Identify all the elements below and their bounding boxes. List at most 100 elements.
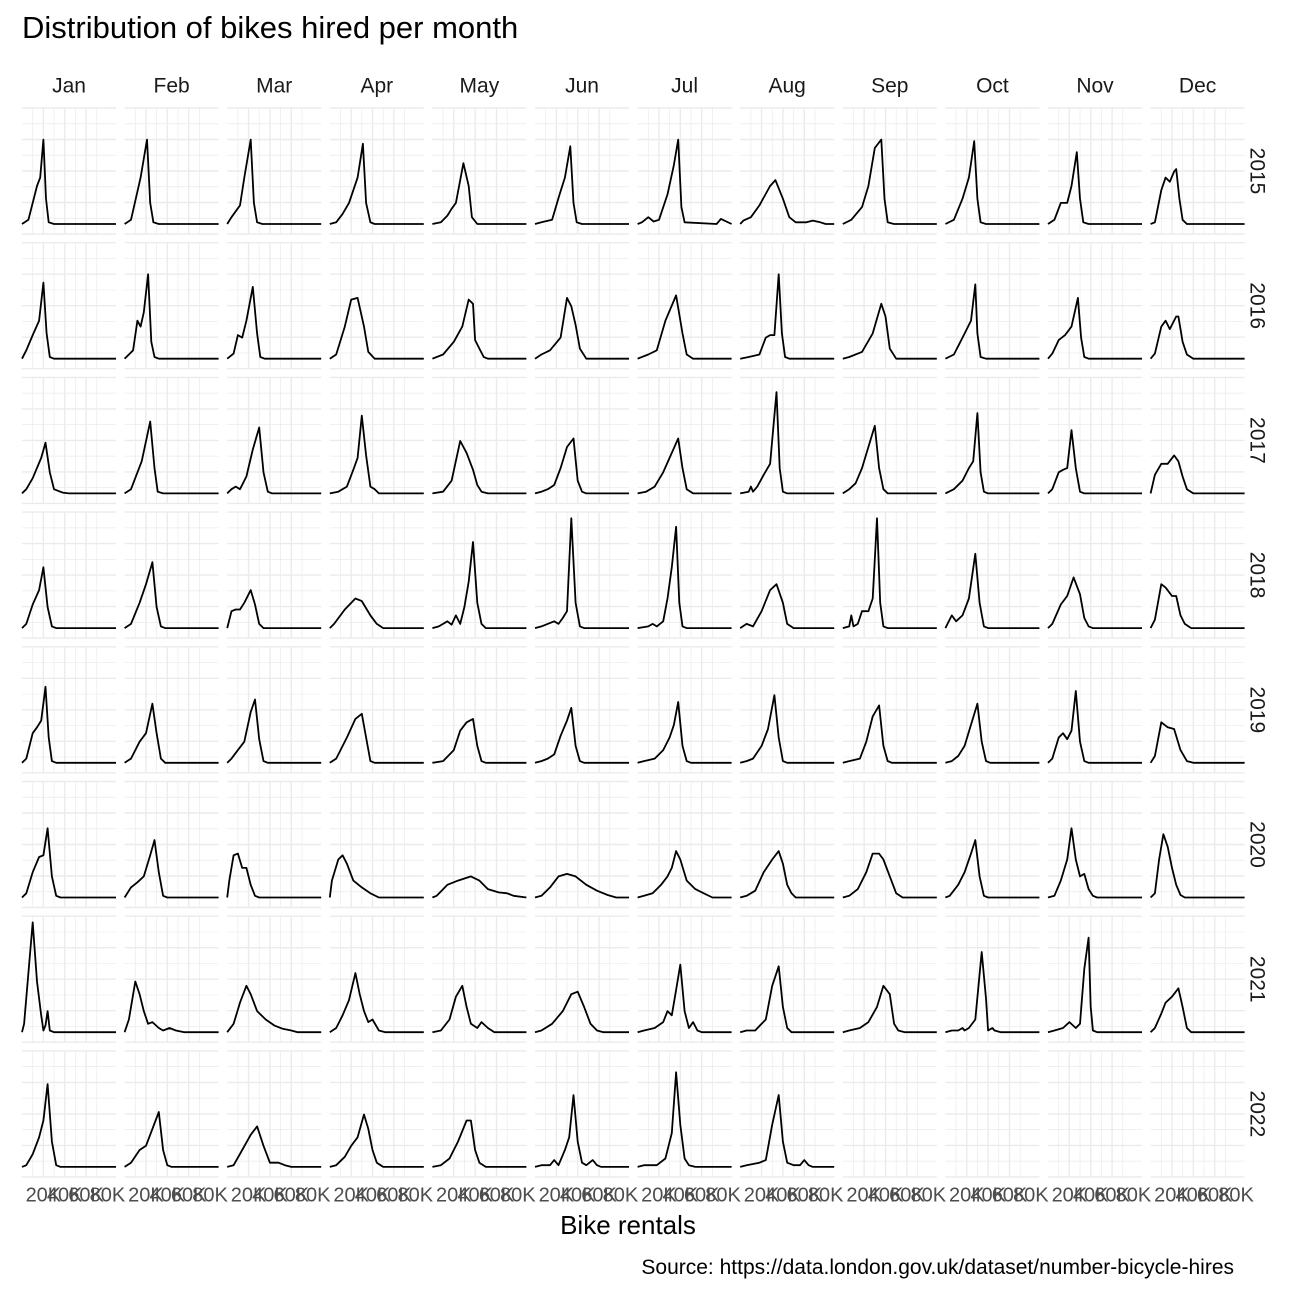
density-line-nov-2016 bbox=[1047, 297, 1142, 360]
density-line-dec-2020 bbox=[1149, 833, 1245, 899]
facet-label-2021: 2021 bbox=[1245, 956, 1268, 1003]
x-tick-label: 40K bbox=[1073, 1184, 1109, 1206]
density-line-sep-2015 bbox=[842, 138, 937, 225]
x-tick-label: 40K bbox=[252, 1184, 288, 1206]
density-line-jan-2015 bbox=[21, 138, 116, 225]
panel-sep-2016 bbox=[842, 241, 937, 370]
panel-sep-2018 bbox=[842, 511, 937, 639]
panel-mar-2018 bbox=[226, 511, 322, 639]
panel-jan-2018 bbox=[21, 511, 116, 639]
panel-may-2022 bbox=[432, 1050, 527, 1178]
panel-sep-2020 bbox=[842, 780, 937, 909]
panel-nov-2016 bbox=[1047, 241, 1142, 370]
density-line-sep-2021 bbox=[842, 984, 937, 1034]
density-line-feb-2022 bbox=[124, 1111, 219, 1168]
x-tick-label: 80K bbox=[808, 1184, 844, 1206]
panel-apr-2021 bbox=[329, 915, 424, 1043]
density-line-apr-2022 bbox=[329, 1113, 424, 1168]
density-line-aug-2018 bbox=[739, 583, 835, 629]
panel-oct-2018 bbox=[944, 511, 1040, 639]
panel-jul-2021 bbox=[637, 915, 732, 1043]
panel-oct-2020 bbox=[945, 780, 1040, 909]
x-tick-label: 20K bbox=[231, 1184, 267, 1206]
x-tick-label: 20K bbox=[744, 1184, 780, 1206]
facet-label-2020: 2020 bbox=[1245, 821, 1268, 868]
panel-may-2017 bbox=[432, 376, 527, 505]
x-tick-label: 80K bbox=[397, 1184, 433, 1206]
panel-may-2015 bbox=[432, 107, 527, 235]
density-line-nov-2018 bbox=[1047, 576, 1142, 629]
density-line-feb-2020 bbox=[123, 839, 219, 899]
panel-dec-2019 bbox=[1149, 646, 1245, 774]
panel-dec-2020 bbox=[1149, 780, 1245, 909]
density-line-jan-2018 bbox=[21, 566, 116, 629]
panel-jul-2017 bbox=[637, 376, 732, 505]
facet-label-2018: 2018 bbox=[1245, 552, 1268, 599]
density-line-sep-2019 bbox=[842, 704, 937, 764]
x-tick-label: 80K bbox=[1116, 1184, 1152, 1206]
density-line-feb-2021 bbox=[123, 980, 219, 1034]
facet-label-jul: Jul bbox=[671, 75, 698, 98]
panel-jun-2017 bbox=[534, 376, 629, 505]
density-line-sep-2020 bbox=[842, 852, 937, 899]
density-line-oct-2015 bbox=[945, 140, 1040, 225]
panel-mar-2020 bbox=[226, 780, 322, 909]
x-tick-label: 80K bbox=[705, 1184, 741, 1206]
density-line-sep-2018 bbox=[842, 517, 937, 629]
panel-apr-2017 bbox=[329, 376, 424, 505]
density-line-dec-2018 bbox=[1149, 583, 1245, 629]
panel-aug-2018 bbox=[739, 511, 835, 639]
density-line-nov-2021 bbox=[1047, 936, 1142, 1034]
facet-label-2019: 2019 bbox=[1245, 686, 1268, 733]
panel-oct-2016 bbox=[945, 241, 1040, 370]
density-line-apr-2019 bbox=[329, 712, 424, 764]
density-line-may-2015 bbox=[432, 162, 527, 225]
panel-aug-2020 bbox=[739, 780, 835, 909]
x-tick-label: 60K bbox=[684, 1184, 720, 1206]
panel-mar-2015 bbox=[226, 107, 322, 235]
x-tick-label: 40K bbox=[1176, 1184, 1212, 1206]
x-tick-label: 40K bbox=[970, 1184, 1006, 1206]
density-line-jan-2020 bbox=[21, 827, 116, 899]
x-tick-label: 20K bbox=[1154, 1184, 1190, 1206]
panel-oct-2021 bbox=[945, 915, 1040, 1043]
density-line-oct-2020 bbox=[945, 839, 1040, 899]
x-tick-label: 40K bbox=[663, 1184, 699, 1206]
density-line-oct-2017 bbox=[945, 412, 1040, 495]
density-line-jun-2016 bbox=[534, 297, 629, 360]
density-line-jun-2022 bbox=[534, 1094, 629, 1168]
density-line-dec-2016 bbox=[1149, 315, 1245, 360]
x-tick-label: 20K bbox=[1052, 1184, 1088, 1206]
density-line-apr-2016 bbox=[329, 297, 424, 360]
density-line-nov-2020 bbox=[1047, 827, 1142, 899]
panel-sep-2015 bbox=[842, 107, 937, 235]
x-tick-label: 80K bbox=[1218, 1184, 1254, 1206]
x-tick-label: 20K bbox=[641, 1184, 677, 1206]
x-tick-label: 40K bbox=[560, 1184, 596, 1206]
panel-dec-2021 bbox=[1149, 915, 1245, 1043]
x-tick-label: 40K bbox=[355, 1184, 391, 1206]
density-line-aug-2017 bbox=[740, 391, 835, 495]
density-line-jul-2021 bbox=[637, 963, 732, 1034]
x-tick-label: 60K bbox=[581, 1184, 617, 1206]
panel-apr-2020 bbox=[328, 780, 424, 909]
panel-feb-2018 bbox=[124, 511, 219, 639]
density-line-jul-2020 bbox=[637, 850, 732, 899]
density-line-aug-2020 bbox=[739, 850, 835, 899]
panel-apr-2018 bbox=[329, 511, 424, 639]
density-line-apr-2018 bbox=[329, 597, 424, 629]
panel-apr-2015 bbox=[329, 107, 424, 235]
panel-jul-2022 bbox=[637, 1050, 732, 1178]
density-line-oct-2016 bbox=[945, 283, 1040, 360]
density-line-apr-2020 bbox=[328, 854, 424, 899]
panel-dec-2022 bbox=[1150, 1050, 1245, 1178]
x-tick-label: 60K bbox=[1094, 1184, 1130, 1206]
panel-jun-2016 bbox=[534, 241, 629, 370]
facet-label-2016: 2016 bbox=[1245, 282, 1268, 329]
density-line-jul-2017 bbox=[637, 437, 732, 495]
x-tick-label: 40K bbox=[457, 1184, 493, 1206]
density-line-dec-2017 bbox=[1149, 454, 1245, 495]
panel-aug-2022 bbox=[739, 1050, 835, 1178]
panel-feb-2019 bbox=[124, 646, 219, 774]
